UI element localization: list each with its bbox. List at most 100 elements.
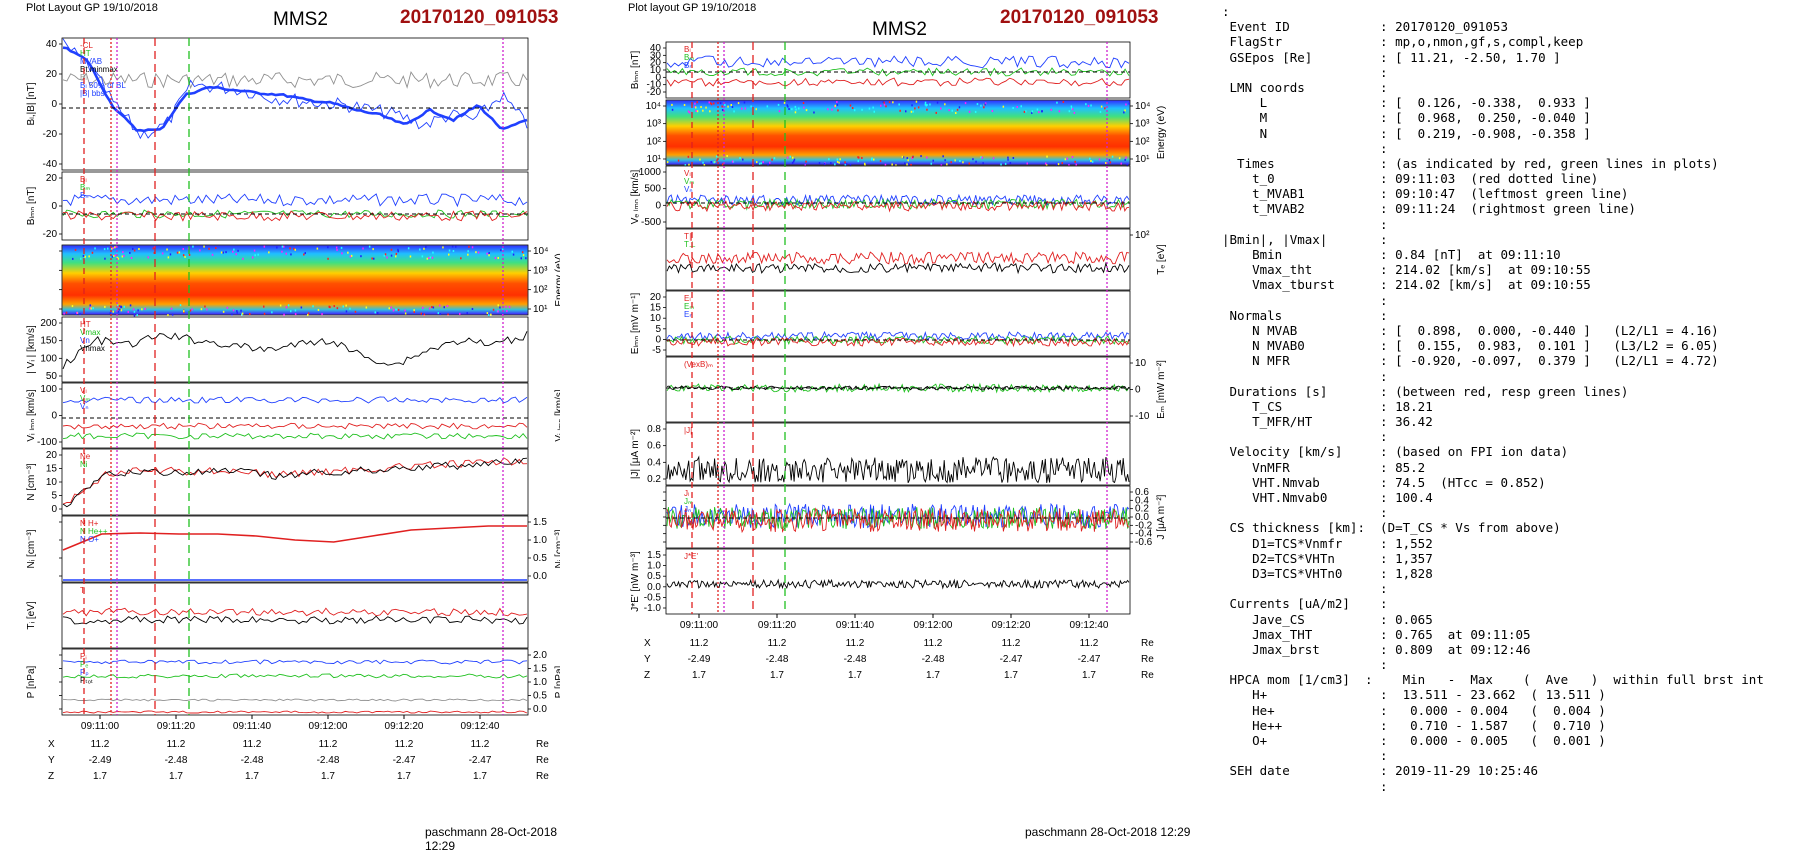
info-line: N MVAB : [ 0.898, 0.000, -0.440 ] (L2/L1… (1222, 322, 1719, 338)
spectrogram-speck (365, 306, 368, 309)
spectrogram-speck (710, 103, 713, 106)
info-line: : (1222, 64, 1388, 80)
series-pi (62, 659, 528, 665)
middle-footer: paschmann 28-Oct-2018 12:29 (1025, 825, 1191, 839)
legend-entry: HT (80, 320, 91, 329)
left-footer: paschmann 28-Oct-2018 12:29 (425, 825, 558, 853)
spectrogram-speck (935, 111, 937, 114)
info-line: : (1222, 429, 1388, 445)
info-line: : (1222, 4, 1230, 19)
middle-event-id: 20170120_091053 (1000, 7, 1159, 28)
tick-label: -1.0 (644, 603, 662, 614)
tick-label: 0.5 (533, 553, 547, 564)
spectrogram-speck (312, 305, 314, 308)
spectrogram-speck (199, 249, 201, 252)
spectrogram-speck (700, 106, 702, 108)
coord-value: 1.7 (692, 670, 706, 681)
info-line: : (1222, 581, 1388, 597)
tick-label: 10² (1135, 136, 1150, 147)
spectrogram-speck (459, 312, 461, 315)
spectrogram-speck (112, 247, 115, 249)
coord-value: -2.48 (241, 755, 264, 766)
spectrogram-speck (733, 110, 735, 113)
spectrogram-speck (1125, 103, 1127, 106)
spectrogram-speck (942, 155, 944, 158)
series-ne (62, 457, 528, 505)
series-gray (62, 71, 528, 90)
spectrogram-speck (834, 163, 836, 166)
spectrogram-speck (857, 160, 859, 163)
spectrogram-speck (421, 255, 424, 258)
series-red (666, 77, 1130, 87)
spectrogram-speck (924, 101, 927, 104)
spectrogram-speck (327, 257, 329, 260)
spectrogram-speck (345, 310, 348, 313)
series-green (666, 67, 1130, 77)
series-ptot (62, 710, 528, 714)
spectrogram-speck (231, 313, 233, 316)
spectrogram-speck (823, 163, 826, 166)
spectrogram-speck (687, 155, 690, 158)
panel-frame (665, 290, 1131, 357)
legend-entry: Jₘ (684, 497, 693, 506)
info-line: t_MVAB2 : 09:11:24 (rightmost green line… (1222, 201, 1636, 217)
spectrogram-speck (830, 162, 832, 165)
spectrogram-speck (413, 310, 415, 313)
tick-label: -0.2 (1135, 520, 1153, 531)
spectrogram-speck (442, 246, 444, 249)
spectrogram-speck (333, 305, 335, 308)
spectrogram-speck (849, 104, 852, 107)
series-green (62, 209, 528, 219)
spectrogram-speck (962, 161, 964, 164)
spectrogram-speck (293, 247, 295, 250)
right-axis-label: Nᵢ [cm⁻³] (554, 529, 560, 568)
spectrogram-speck (976, 103, 979, 106)
tick-label: 0.5 (533, 691, 547, 702)
tick-label: 10⁴ (646, 101, 661, 112)
spectrogram-speck (804, 164, 806, 167)
spectrogram-speck (161, 252, 164, 255)
info-line: D1=TCS*Vnmfr : 1,552 (1222, 535, 1433, 551)
spectrogram-speck (468, 245, 470, 248)
tick-label: 1.5 (533, 517, 547, 528)
spectrogram-speck (404, 312, 407, 315)
left-plot-panel: Plot Layout GP 19/10/2018 MMS2 20170120_… (0, 0, 560, 853)
spectrogram-speck (882, 101, 885, 103)
legend-entry: (VexB)ₘ (684, 360, 713, 369)
spectrogram-speck (1066, 157, 1068, 160)
spectrogram-speck (508, 305, 511, 308)
spectrogram-speck (71, 305, 74, 308)
spectrogram-speck (1045, 164, 1048, 167)
spectrogram-speck (951, 109, 953, 112)
spectrogram-speck (75, 313, 77, 316)
time-tick-label: 09:12:40 (1070, 620, 1109, 631)
info-line: L : [ 0.126, -0.338, 0.933 ] (1222, 95, 1591, 111)
spectrogram-speck (505, 305, 507, 308)
spectrogram-speck (1089, 157, 1091, 160)
spectrogram-speck (705, 106, 707, 109)
spectrogram-speck (1068, 110, 1071, 113)
spectrogram-speck (446, 305, 449, 307)
info-line: Event ID : 20170120_091053 (1222, 19, 1508, 35)
legend-entry: HT (80, 49, 91, 58)
legend-entry: |B| bbst (80, 89, 108, 98)
spectrogram-speck (1104, 107, 1106, 110)
spectrogram-speck (786, 156, 789, 159)
spectrogram-speck (981, 156, 983, 159)
event-info-panel: : Event ID : 20170120_091053 FlagStr : m… (1222, 4, 1802, 804)
spectrogram-speck (138, 248, 140, 250)
spectrogram-speck (702, 161, 704, 164)
spectrogram-speck (129, 251, 131, 254)
info-line: N MFR : [ -0.920, -0.097, 0.379 ] (L2/L1… (1222, 353, 1719, 369)
spectrogram-speck (975, 160, 977, 163)
spectrogram-speck (694, 105, 696, 108)
spectrogram-speck (758, 162, 761, 165)
spectrogram-speck (991, 110, 994, 112)
legend-entry: Bₙ (684, 61, 693, 70)
spectrogram-speck (94, 247, 96, 250)
tick-label: 10² (1135, 230, 1150, 241)
tick-label: 0.4 (1135, 495, 1149, 506)
